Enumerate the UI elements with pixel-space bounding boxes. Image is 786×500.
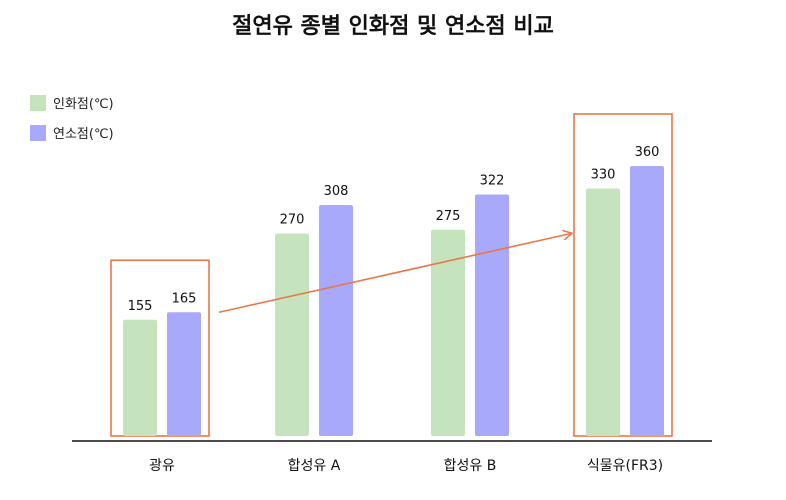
value-label-fire-point-2: 322 — [480, 174, 505, 189]
highlight-box-광유 — [110, 259, 210, 437]
bar-fire-point-1 — [319, 205, 353, 436]
legend-swatch-flash-point — [30, 95, 46, 111]
category-label-1: 합성유 A — [288, 458, 341, 474]
bar-flash-point-1 — [275, 233, 309, 436]
chart-title: 절연유 종별 인화점 및 연소점 비교 — [232, 14, 554, 39]
bar-fire-point-3 — [630, 166, 664, 436]
trend-arrow — [218, 234, 571, 314]
value-label-flash-point-2: 275 — [436, 209, 461, 224]
value-label-fire-point-0: 165 — [172, 291, 197, 306]
category-label-0: 광유 — [149, 458, 175, 474]
highlight-box-식물유-fr3 — [573, 113, 673, 437]
annotations — [218, 234, 571, 314]
bar-fire-point-0 — [167, 312, 201, 436]
value-label-fire-point-1: 308 — [324, 184, 349, 199]
category-label-2: 합성유 B — [444, 458, 497, 474]
legend: 인화점(℃) 연소점(℃) — [30, 95, 114, 142]
bar-flash-point-0 — [123, 319, 157, 436]
bars: 155 165 270 308 275 322 330 360 — [123, 145, 664, 436]
category-label-3: 식물유(FR3) — [587, 458, 663, 474]
category-labels: 광유 합성유 A 합성유 B 식물유(FR3) — [149, 458, 663, 474]
legend-label-fire-point: 연소점(℃) — [53, 127, 114, 142]
bar-fire-point-2 — [475, 194, 509, 436]
value-label-flash-point-0: 155 — [128, 299, 153, 314]
value-label-fire-point-3: 360 — [635, 145, 660, 160]
bar-flash-point-3 — [586, 188, 620, 436]
value-label-flash-point-3: 330 — [591, 168, 616, 183]
bar-flash-point-2 — [431, 229, 465, 436]
legend-swatch-fire-point — [30, 125, 46, 141]
legend-label-flash-point: 인화점(℃) — [53, 97, 114, 112]
highlight-boxes — [110, 113, 673, 437]
value-label-flash-point-1: 270 — [280, 213, 305, 228]
